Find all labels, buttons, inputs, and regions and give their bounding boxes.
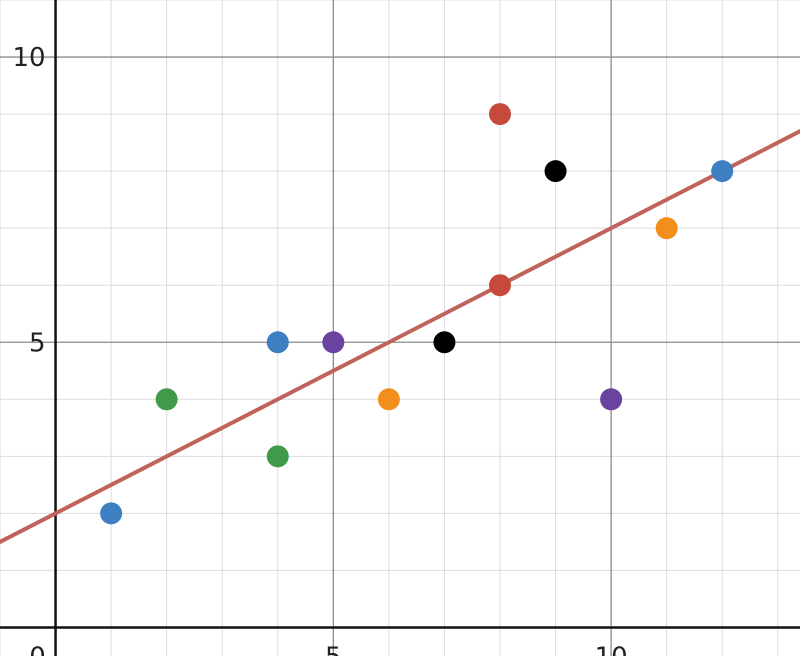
tick-labels: 0 5 10 5 10 bbox=[12, 43, 627, 656]
data-point bbox=[489, 103, 511, 126]
y-tick-label: 10 bbox=[12, 43, 45, 73]
data-point bbox=[266, 331, 289, 354]
trend-line bbox=[0, 129, 800, 544]
data-point bbox=[100, 502, 123, 525]
data-point bbox=[489, 274, 511, 297]
data-point bbox=[655, 217, 678, 240]
data-point bbox=[711, 160, 734, 183]
data-point bbox=[266, 445, 289, 468]
y-tick-label: 5 bbox=[29, 328, 46, 358]
data-point bbox=[155, 388, 178, 411]
data-points bbox=[100, 103, 734, 525]
data-point bbox=[544, 160, 567, 183]
trend-line-group bbox=[0, 129, 800, 544]
data-point bbox=[433, 331, 456, 354]
data-point bbox=[600, 388, 623, 411]
data-point bbox=[377, 388, 400, 411]
data-point bbox=[322, 331, 345, 354]
x-tick-label: 10 bbox=[595, 642, 628, 656]
x-tick-label: 0 bbox=[29, 642, 46, 656]
x-tick-label: 5 bbox=[325, 642, 342, 656]
